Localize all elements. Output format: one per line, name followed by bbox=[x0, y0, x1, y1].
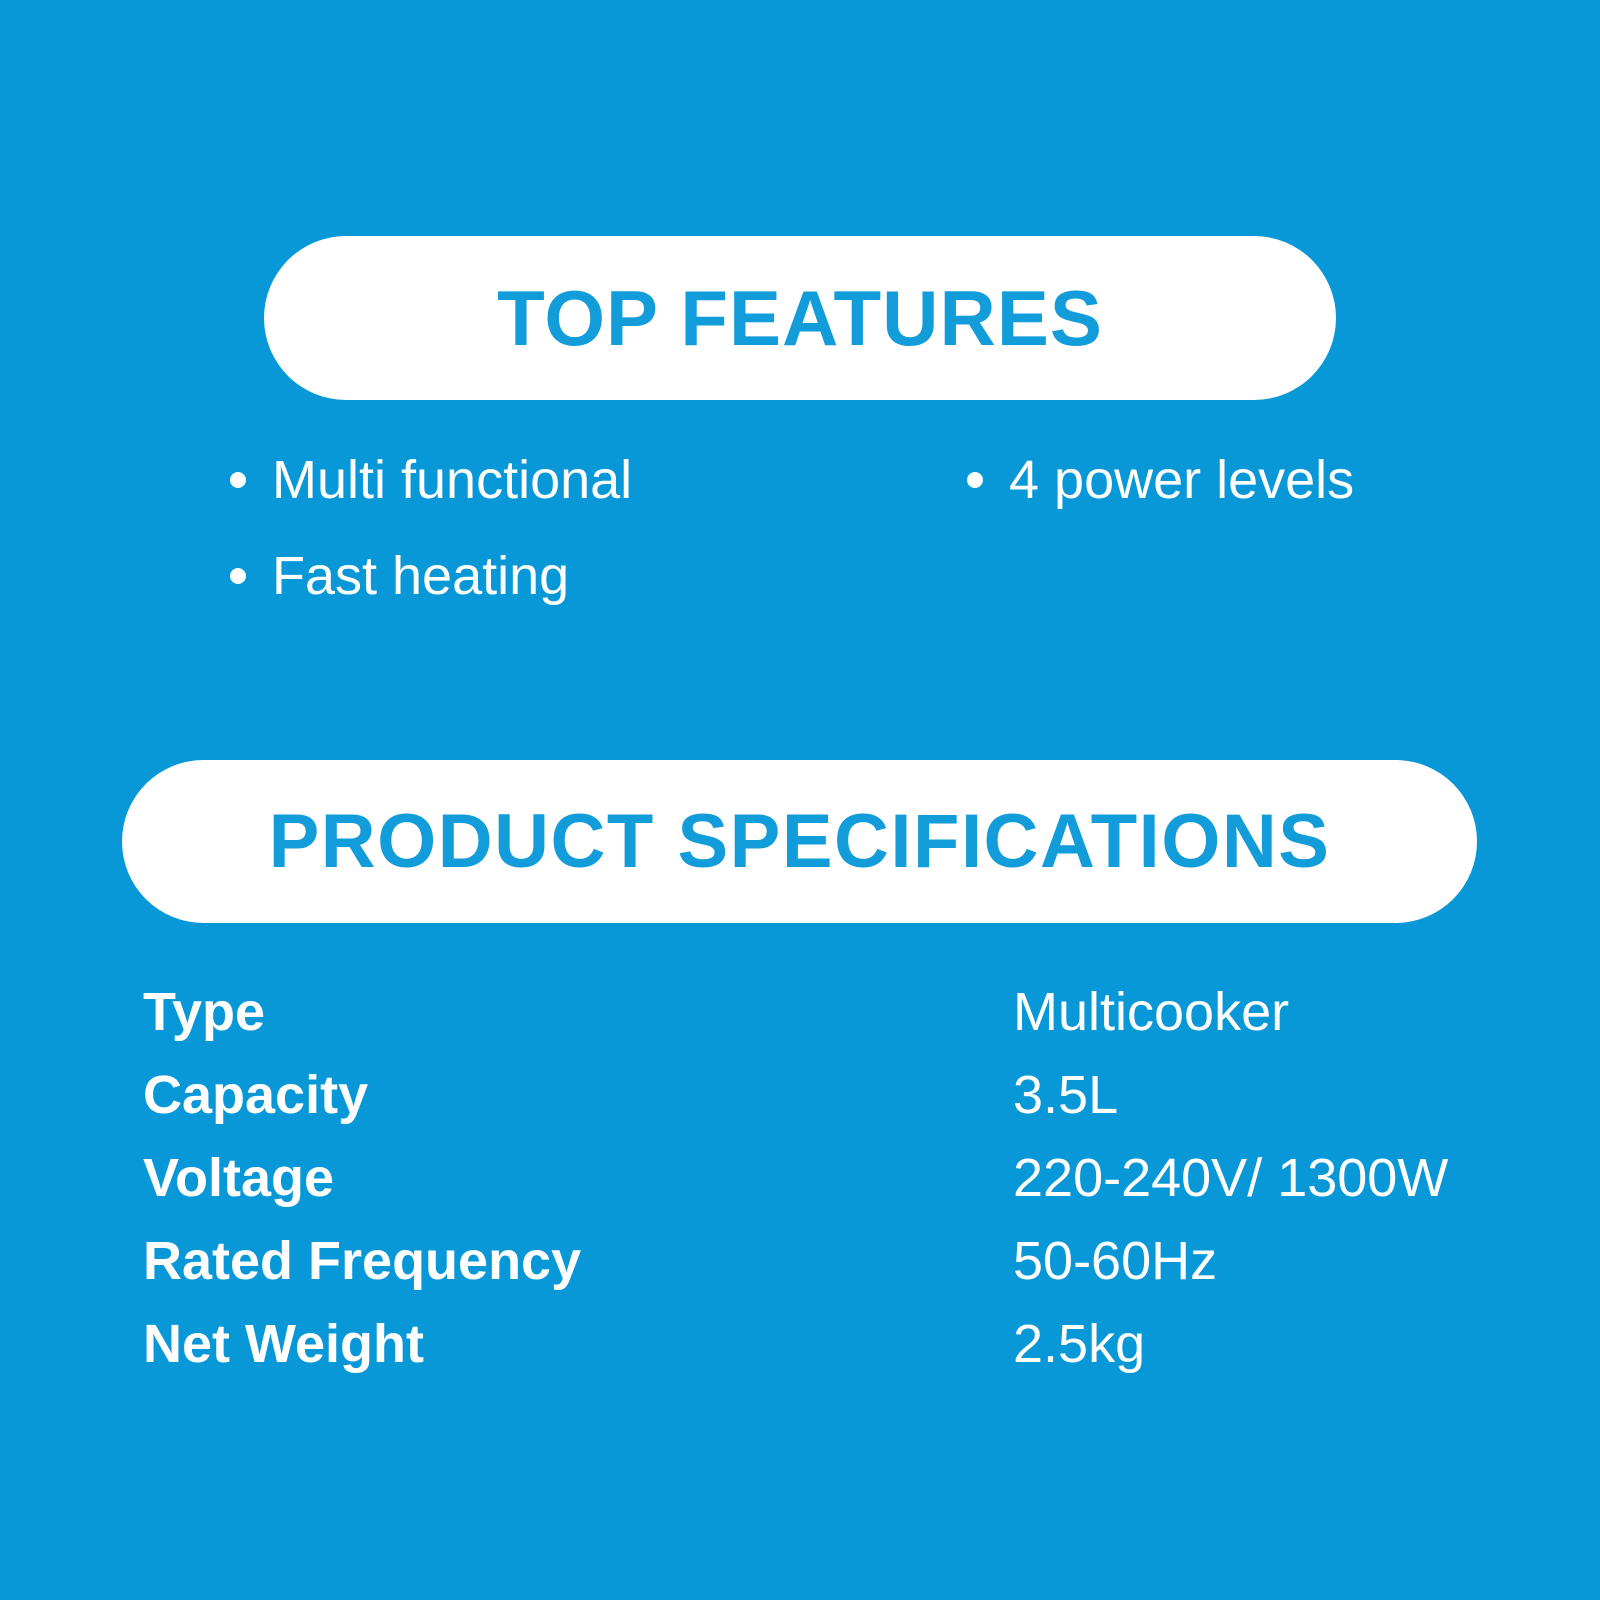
spec-row-capacity: Capacity 3.5L bbox=[143, 1054, 1540, 1137]
spec-value: 50-60Hz bbox=[1013, 1231, 1218, 1291]
spec-label: Rated Frequency bbox=[143, 1231, 582, 1291]
top-features-banner: TOP FEATURES bbox=[264, 236, 1336, 400]
feature-item-fast-heating: Fast heating bbox=[230, 549, 569, 603]
spec-row-type: Type Multicooker bbox=[143, 971, 1540, 1054]
spec-table: Type Multicooker Capacity 3.5L Voltage 2… bbox=[143, 971, 1540, 1386]
spec-value: 2.5kg bbox=[1013, 1314, 1146, 1374]
spec-label: Capacity bbox=[143, 1065, 369, 1125]
spec-value: Multicooker bbox=[1013, 982, 1290, 1042]
spec-value: 220-240V/ 1300W bbox=[1013, 1148, 1449, 1208]
product-specifications-banner: PRODUCT SPECIFICATIONS bbox=[122, 760, 1477, 923]
bullet-icon bbox=[230, 568, 246, 584]
spec-label: Voltage bbox=[143, 1148, 335, 1208]
feature-label: 4 power levels bbox=[1009, 450, 1355, 510]
feature-label: Fast heating bbox=[272, 546, 570, 606]
feature-item-power-levels: 4 power levels bbox=[967, 453, 1354, 507]
bullet-icon bbox=[967, 472, 983, 488]
feature-item-multi-functional: Multi functional bbox=[230, 453, 632, 507]
spec-row-voltage: Voltage 220-240V/ 1300W bbox=[143, 1137, 1540, 1220]
feature-label: Multi functional bbox=[272, 450, 633, 510]
bullet-icon bbox=[230, 472, 246, 488]
spec-label: Net Weight bbox=[143, 1314, 424, 1374]
top-features-title: TOP FEATURES bbox=[497, 273, 1103, 362]
spec-row-rated-frequency: Rated Frequency 50-60Hz bbox=[143, 1220, 1540, 1303]
spec-value: 3.5L bbox=[1013, 1065, 1119, 1125]
spec-row-net-weight: Net Weight 2.5kg bbox=[143, 1303, 1540, 1386]
spec-label: Type bbox=[143, 982, 266, 1042]
product-specifications-title: PRODUCT SPECIFICATIONS bbox=[268, 799, 1331, 884]
